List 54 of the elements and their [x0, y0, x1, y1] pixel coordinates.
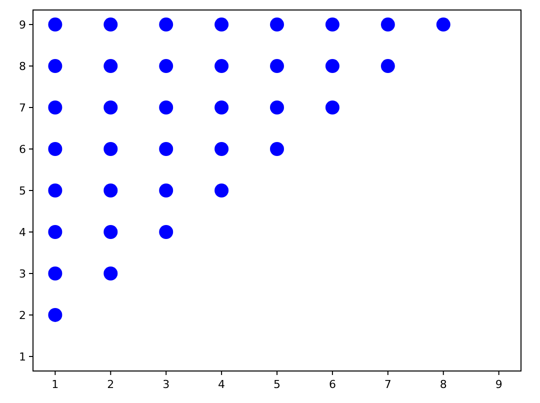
- x-tick-label: 7: [384, 378, 392, 391]
- point: [325, 59, 340, 74]
- point: [104, 184, 118, 198]
- point: [48, 224, 62, 239]
- y-tick-label: 1: [19, 350, 26, 364]
- y-tick-label: 6: [19, 143, 26, 156]
- point: [325, 18, 340, 32]
- point: [48, 59, 62, 74]
- x-tick-label: 5: [274, 378, 280, 391]
- x-tick-label: 8: [440, 378, 447, 391]
- point: [104, 266, 118, 280]
- y-tick-label: 5: [19, 184, 26, 198]
- y-tick-label: 2: [19, 308, 26, 322]
- point: [380, 59, 395, 74]
- point: [214, 100, 229, 115]
- point: [159, 142, 174, 156]
- point: [325, 100, 340, 115]
- x-tick-label: 2: [107, 378, 114, 391]
- point: [104, 18, 118, 32]
- point: [48, 18, 62, 32]
- point: [270, 100, 284, 115]
- point: [214, 18, 229, 32]
- point: [104, 224, 118, 239]
- point: [104, 59, 118, 74]
- point: [48, 266, 62, 280]
- point: [436, 18, 450, 32]
- x-tick-label: 9: [495, 378, 502, 391]
- point: [104, 142, 118, 156]
- point: [159, 224, 174, 239]
- x-tick-label: 3: [162, 378, 170, 391]
- x-tick-label: 6: [328, 378, 336, 391]
- point: [48, 142, 62, 156]
- point: [159, 184, 174, 198]
- x-tick-label: 4: [218, 378, 226, 391]
- y-tick-label: 8: [19, 60, 26, 74]
- point: [159, 100, 174, 115]
- point: [48, 184, 62, 198]
- point: [214, 142, 229, 156]
- point: [214, 59, 229, 74]
- point: [159, 18, 174, 32]
- point: [270, 142, 284, 156]
- point: [48, 100, 62, 115]
- point: [380, 18, 395, 32]
- point: [270, 59, 284, 74]
- point: [104, 100, 118, 115]
- x-tick-label: 1: [52, 378, 59, 391]
- point: [270, 18, 284, 32]
- point: [159, 59, 174, 74]
- y-tick-label: 4: [19, 226, 26, 239]
- point: [48, 308, 62, 322]
- y-tick-label: 9: [19, 18, 26, 32]
- y-tick-label: 7: [19, 102, 26, 115]
- y-tick-label: 3: [19, 267, 26, 280]
- point: [214, 184, 229, 198]
